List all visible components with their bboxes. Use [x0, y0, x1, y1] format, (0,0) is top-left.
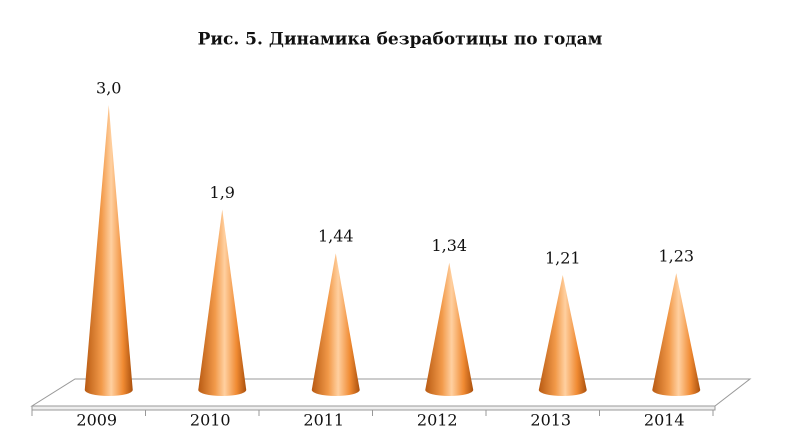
cone — [425, 262, 474, 396]
cone — [84, 105, 133, 396]
x-tick-label: 2014 — [644, 411, 685, 430]
value-label: 1,23 — [658, 247, 694, 266]
x-tick-label: 2013 — [530, 411, 571, 430]
value-label: 1,9 — [210, 183, 235, 202]
value-label: 1,34 — [431, 236, 467, 255]
value-label: 3,0 — [96, 79, 121, 98]
floor-edge — [31, 405, 716, 411]
cone — [198, 209, 247, 396]
x-tick-label: 2011 — [303, 411, 344, 430]
x-tick-label: 2009 — [76, 411, 117, 430]
value-label: 1,44 — [318, 227, 354, 246]
cone — [311, 253, 360, 396]
x-tick-label: 2012 — [417, 411, 458, 430]
chart-title: Рис. 5. Динамика безработицы по годам — [198, 30, 603, 50]
cone — [538, 275, 587, 396]
x-tick-label: 2010 — [190, 411, 231, 430]
cone — [652, 273, 701, 396]
value-label: 1,21 — [545, 249, 581, 268]
floor — [30, 378, 752, 407]
